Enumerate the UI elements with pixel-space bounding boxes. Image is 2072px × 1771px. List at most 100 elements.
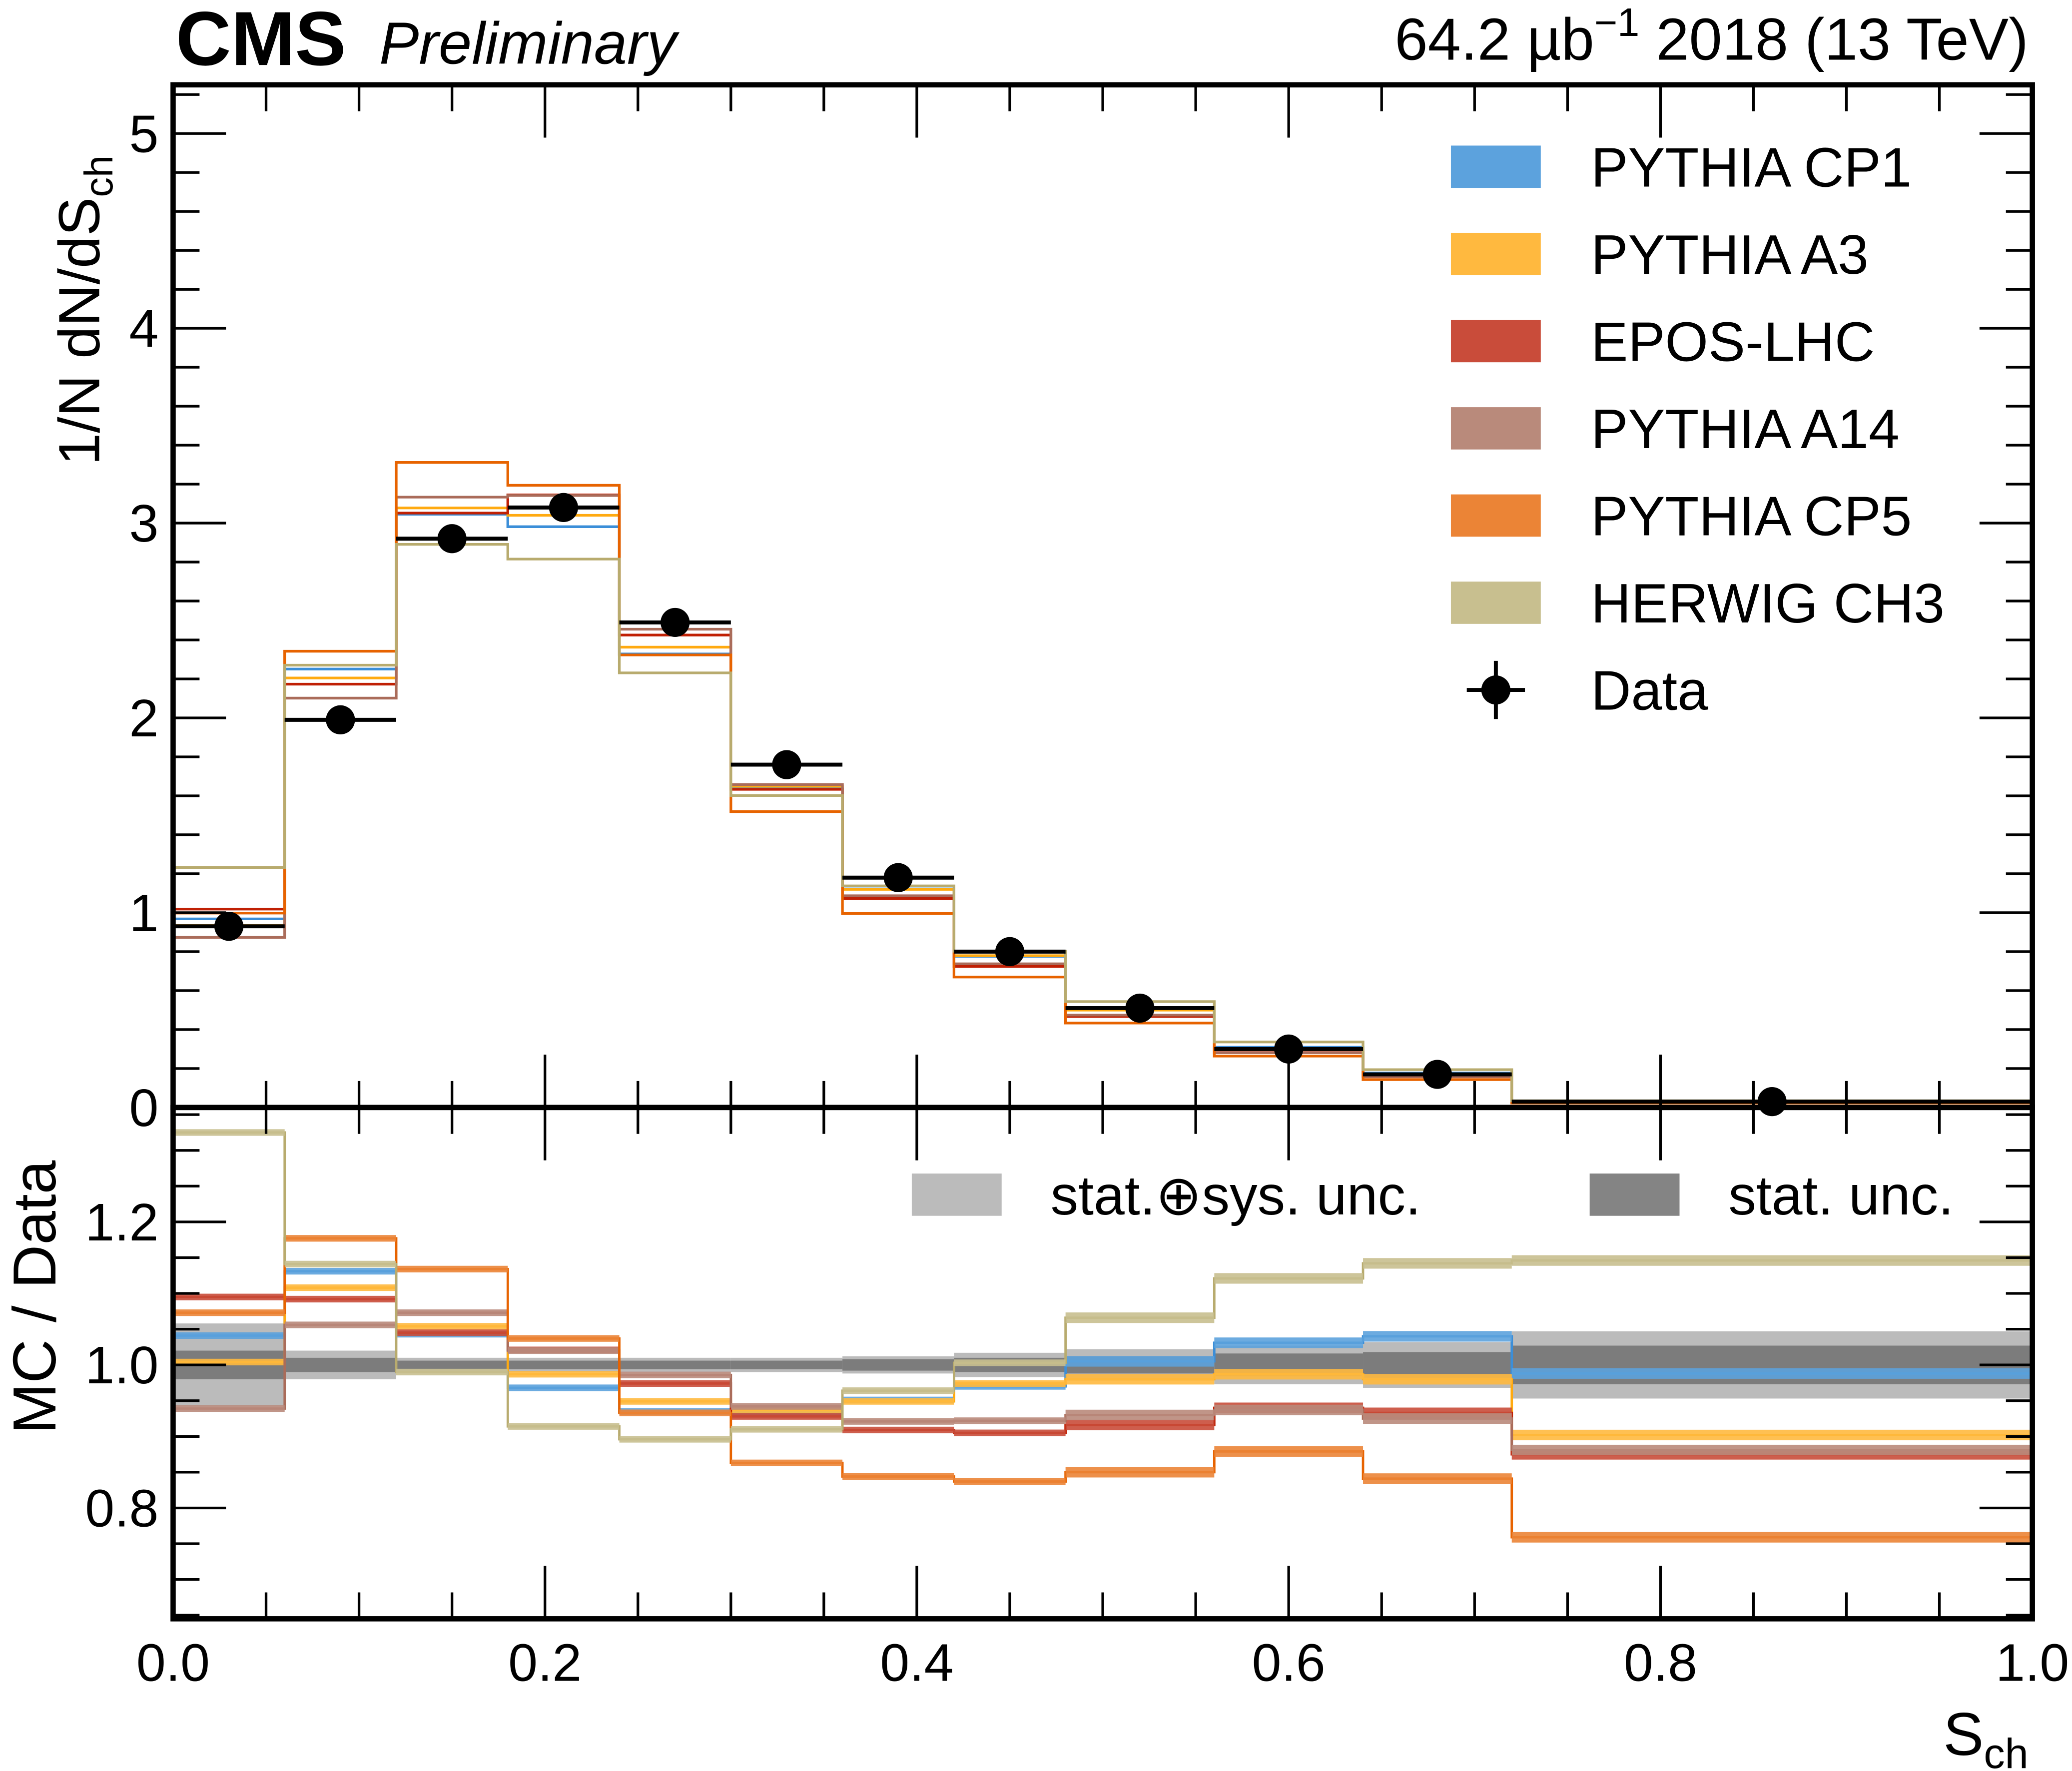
ratio-bin-pythia-a3 [1214,1369,1364,1380]
ratio-legend: stat.⊕sys. unc. stat. unc. [911,1164,1954,1226]
data-point [326,705,355,734]
axes: 0.0 0.2 0.4 0.6 0.8 1.0 0 1 2 3 4 5 0.8 1.0 1.2 [85,82,2069,1693]
legend-label-herwig-ch3: HERWIG CH3 [1591,572,1945,634]
conditions: 2018 (13 TeV) [1639,6,2028,73]
lumi-label: 64.2 µb−1 2018 (13 TeV) [1394,0,2028,73]
x-axis-title-sub: ch [1984,1730,2028,1771]
ratio-bin-pythia-cp5 [173,1309,285,1316]
ratio-bin-pythia-a3 [1065,1374,1215,1385]
y-tick-label: 4 [129,299,159,358]
ratio-bin-epos-lhc [842,1426,954,1434]
data-point [772,750,801,779]
ratio-bin-herwig-ch3 [730,1426,843,1433]
y-tick-label: 1 [129,884,159,943]
ratio-bin-pythia-a14 [619,1371,731,1378]
ratio-bin-pythia-cp1 [1511,1368,2033,1379]
legend-label-pythia-cp5: PYTHIA CP5 [1591,485,1912,548]
ratio-bin-pythia-a3 [842,1398,954,1405]
ratio-y-tick-label: 0.8 [85,1479,158,1538]
x-axis-title: Sch [1943,1700,2029,1771]
ratio-bin-pythia-cp5 [1214,1446,1364,1457]
preliminary-label: Preliminary [379,10,680,76]
ratio-bin-pythia-a14 [173,1405,285,1412]
ratio-bin-pythia-cp1 [1065,1356,1215,1367]
legend-swatch-pythia-a3 [1450,232,1541,275]
ratio-bin-pythia-cp5 [619,1409,731,1416]
legend-label-pythia-a14: PYTHIA A14 [1591,398,1899,460]
legend-label-epos-lhc: EPOS-LHC [1591,311,1875,373]
data-point [437,524,467,554]
ratio-bin-epos-lhc [619,1380,731,1387]
main-panel [173,461,2033,1117]
ratio-bin-pythia-a3 [508,1371,620,1378]
legend-swatch-pythia-cp5 [1450,494,1541,537]
ratio-y-axis-title: MC / Data [0,1160,68,1434]
ratio-bin-pythia-a14 [1511,1444,2033,1456]
ratio-bin-epos-lhc [173,1293,285,1300]
data-point [1757,1087,1787,1117]
ratio-bin-epos-lhc [1065,1419,1215,1430]
legend-label-pythia-a3: PYTHIA A3 [1591,223,1869,286]
ratio-bin-pythia-cp1 [1363,1331,1512,1342]
data-point [1422,1060,1452,1089]
ratio-panel [173,1129,2033,1543]
ratio-bin-herwig-ch3 [396,1368,508,1376]
stat-unc-band [842,1359,954,1371]
ratio-bin-pythia-a3 [1511,1429,2033,1441]
ratio-bin-pythia-a3 [954,1380,1066,1387]
ratio-bin-herwig-ch3 [619,1436,731,1443]
x-tick-label: 0.8 [1624,1634,1697,1693]
data-point [214,912,244,941]
ratio-bin-pythia-cp5 [954,1478,1066,1485]
histogram-herwig-ch3 [173,543,2033,1103]
ratio-y-tick-label: 1.2 [85,1193,158,1252]
lumi-exponent: −1 [1594,0,1639,44]
ratio-bin-epos-lhc [284,1295,397,1303]
y-axis-title-sub: ch [76,155,121,197]
ratio-bin-herwig-ch3 [1065,1312,1215,1323]
stat-unc-band [619,1360,731,1369]
legend-swatch-pythia-cp1 [1450,145,1541,188]
ratio-bin-herwig-ch3 [842,1387,954,1394]
stat-unc-band [730,1360,843,1369]
ratio-bin-pythia-a14 [1363,1413,1512,1424]
ratio-bin-pythia-a14 [396,1309,508,1316]
ratio-bin-pythia-a14 [1214,1404,1364,1415]
ratio-bin-pythia-cp5 [396,1265,508,1272]
ratio-bin-pythia-a14 [1065,1409,1215,1420]
legend: PYTHIA CP1 PYTHIA A3 EPOS-LHC PYTHIA A14 PYT… [1450,136,1945,722]
ratio-legend-label: stat. unc. [1728,1164,1954,1226]
lumi-value: 64.2 µb [1394,6,1594,73]
ratio-bin-pythia-cp5 [1065,1467,1215,1478]
x-tick-label: 0.4 [880,1634,953,1693]
x-tick-label: 0.6 [1252,1634,1326,1693]
ratio-bin-herwig-ch3 [954,1359,1066,1366]
y-axis-title: 1/N dN/dSch [46,155,120,466]
legend-label-data: Data [1591,659,1708,722]
ratio-bin-pythia-a3 [619,1398,731,1405]
ratio-legend-swatch [911,1174,1002,1216]
ratio-bin-herwig-ch3 [284,1260,397,1267]
ratio-bin-epos-lhc [730,1413,843,1420]
x-tick-label: 1.0 [1996,1634,2069,1693]
ratio-bin-pythia-cp5 [1363,1473,1512,1484]
ratio-bin-epos-lhc [396,1329,508,1336]
legend-swatch-herwig-ch3 [1450,582,1541,624]
ratio-legend-label: stat.⊕sys. unc. [1051,1164,1421,1226]
ratio-bin-herwig-ch3 [1363,1258,1512,1269]
ratio-bin-pythia-a14 [284,1321,397,1328]
ratio-bin-pythia-cp5 [508,1335,620,1342]
ratio-bin-herwig-ch3 [173,1129,285,1136]
ratio-bin-pythia-a14 [954,1417,1066,1424]
ratio-bin-pythia-a3 [396,1323,508,1330]
ratio-bin-pythia-cp5 [842,1473,954,1480]
ratio-bin-pythia-cp1 [1214,1337,1364,1348]
ratio-bin-pythia-cp5 [1511,1532,2033,1543]
x-tick-label: 0.2 [508,1634,582,1693]
ratio-y-tick-label: 1.0 [85,1336,158,1395]
ratio-bin-herwig-ch3 [508,1423,620,1430]
ratio-bin-pythia-a3 [284,1284,397,1291]
x-tick-label: 0.0 [136,1634,210,1693]
ratio-bin-pythia-cp1 [173,1332,285,1339]
x-axis-title-main: S [1943,1700,1984,1768]
